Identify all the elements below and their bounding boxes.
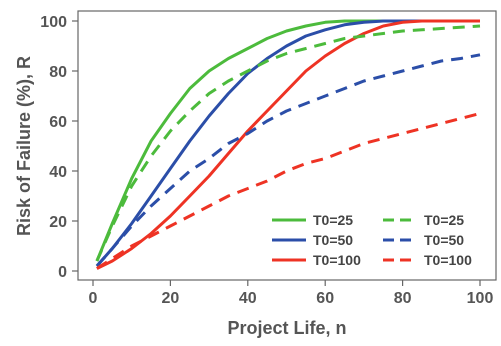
plot-lines	[95, 19, 481, 270]
y-tick-label: 80	[49, 64, 67, 81]
plot-frame	[77, 10, 497, 281]
x-axis-title: Project Life, n	[227, 318, 346, 338]
y-tick-label: 20	[49, 214, 67, 231]
legend-label: T0=25	[313, 212, 353, 228]
x-tick-label: 40	[239, 290, 257, 307]
y-axis-title: Risk of Failure (%), R	[14, 56, 34, 236]
legend-label: T0=25	[424, 212, 464, 228]
legend-label: T0=50	[424, 232, 464, 248]
x-tick-label: 20	[162, 290, 180, 307]
series-line-t0100-dashed	[96, 112, 481, 270]
series-line-t0100-solid	[96, 19, 480, 270]
legend-label: T0=100	[313, 252, 361, 268]
y-axis: 0 20 40 60 80 100	[40, 14, 78, 281]
y-tick-label: 40	[49, 164, 67, 181]
x-tick-label: 60	[316, 290, 334, 307]
x-tick-label: 80	[394, 290, 412, 307]
x-tick-label: 0	[89, 290, 98, 307]
series-line-t025-dashed	[95, 24, 481, 262]
x-axis: 0 20 40 60 80 100	[89, 280, 494, 307]
series-line-t050-dashed	[95, 53, 481, 267]
series-line-t025-solid	[95, 19, 480, 262]
legend-label: T0=50	[313, 232, 353, 248]
x-tick-label: 100	[467, 290, 494, 307]
y-tick-label: 100	[40, 14, 67, 31]
legend: T0=25 T0=50 T0=100 T0=25 T0=50 T0=100	[272, 212, 472, 268]
legend-label: T0=100	[424, 252, 472, 268]
y-tick-label: 60	[49, 114, 67, 131]
y-tick-label: 0	[58, 264, 67, 281]
